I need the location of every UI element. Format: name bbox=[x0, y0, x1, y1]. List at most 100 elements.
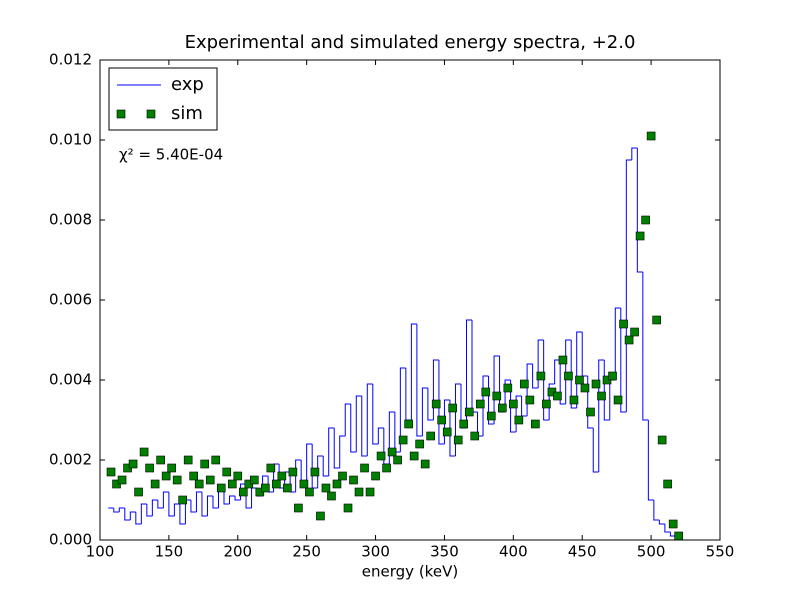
x-tick-label: 350 bbox=[430, 543, 459, 561]
step-segment bbox=[504, 379, 511, 412]
marker bbox=[663, 479, 672, 489]
marker bbox=[531, 419, 540, 429]
step-segment bbox=[647, 420, 654, 501]
step-segment bbox=[190, 500, 197, 513]
y-tick-label: 0.008 bbox=[49, 211, 92, 229]
step-segment bbox=[653, 500, 660, 521]
step-segment bbox=[565, 339, 572, 404]
marker bbox=[503, 383, 513, 393]
marker bbox=[575, 375, 584, 385]
marker bbox=[657, 435, 667, 445]
marker bbox=[305, 487, 314, 497]
marker bbox=[189, 471, 198, 481]
x-tick-label: 450 bbox=[568, 543, 597, 561]
step-segment bbox=[168, 492, 175, 517]
x-tick-label: 400 bbox=[499, 543, 528, 561]
marker bbox=[371, 471, 380, 481]
marker bbox=[316, 511, 325, 521]
step-segment bbox=[344, 403, 351, 436]
marker bbox=[431, 399, 441, 409]
step-segment bbox=[366, 383, 373, 456]
step-segment bbox=[295, 459, 302, 492]
data-layer bbox=[106, 131, 683, 540]
step-segment bbox=[598, 359, 605, 472]
step-segment bbox=[427, 388, 434, 421]
x-tick-label: 250 bbox=[292, 543, 321, 561]
y-tick-label: 0.010 bbox=[49, 131, 92, 149]
step-segment bbox=[206, 495, 213, 516]
marker bbox=[161, 471, 171, 481]
marker bbox=[486, 411, 496, 421]
step-segment bbox=[532, 364, 539, 389]
marker bbox=[635, 231, 645, 241]
step-segment bbox=[361, 396, 368, 457]
marker bbox=[393, 455, 402, 465]
step-segment bbox=[554, 359, 561, 384]
x-tick-label: 550 bbox=[706, 543, 735, 561]
marker bbox=[453, 435, 463, 445]
marker bbox=[167, 463, 176, 473]
marker bbox=[145, 463, 154, 473]
step-segment bbox=[465, 319, 472, 428]
step-segment bbox=[642, 272, 649, 421]
marker bbox=[564, 371, 573, 381]
step-segment bbox=[135, 512, 142, 525]
step-segment bbox=[201, 492, 208, 517]
marker bbox=[139, 447, 149, 457]
marker bbox=[646, 131, 656, 141]
marker bbox=[194, 479, 204, 489]
marker bbox=[668, 519, 678, 529]
marker bbox=[619, 319, 628, 329]
marker bbox=[128, 459, 138, 469]
marker bbox=[310, 467, 320, 477]
marker bbox=[106, 467, 116, 477]
step-segment bbox=[631, 147, 638, 160]
marker bbox=[525, 395, 535, 405]
marker bbox=[150, 479, 160, 489]
marker bbox=[558, 355, 568, 365]
step-segment bbox=[410, 323, 417, 420]
x-axis-label: energy (keV) bbox=[362, 563, 458, 581]
step-segment bbox=[570, 340, 577, 409]
step-segment bbox=[658, 520, 665, 525]
marker bbox=[470, 431, 480, 441]
step-segment bbox=[151, 499, 158, 516]
step-segment bbox=[339, 435, 346, 468]
marker bbox=[321, 483, 331, 493]
marker bbox=[272, 479, 281, 489]
marker bbox=[442, 427, 452, 437]
marker bbox=[591, 379, 601, 389]
marker bbox=[404, 419, 413, 429]
marker bbox=[277, 471, 287, 481]
step-segment bbox=[438, 360, 445, 445]
x-tick-label: 150 bbox=[155, 543, 184, 561]
marker bbox=[674, 531, 683, 540]
marker bbox=[387, 447, 397, 457]
step-segment bbox=[587, 376, 594, 429]
marker bbox=[156, 455, 165, 465]
marker bbox=[492, 391, 502, 401]
step-segment bbox=[162, 491, 169, 508]
x-tick-label: 100 bbox=[86, 543, 115, 561]
marker bbox=[200, 459, 210, 469]
marker bbox=[332, 479, 342, 489]
marker bbox=[376, 451, 386, 461]
marker bbox=[553, 391, 562, 401]
step-segment bbox=[454, 383, 461, 456]
marker bbox=[536, 371, 546, 381]
y-tick-label: 0.012 bbox=[49, 51, 92, 69]
step-segment bbox=[559, 360, 566, 405]
step-segment bbox=[179, 504, 186, 525]
marker bbox=[261, 483, 270, 493]
marker bbox=[420, 459, 430, 469]
marker bbox=[437, 415, 446, 425]
marker bbox=[514, 415, 524, 425]
step-segment bbox=[195, 491, 202, 512]
annotation: χ² = 5.40E-04 bbox=[119, 146, 223, 164]
marker bbox=[398, 435, 408, 445]
marker bbox=[597, 391, 606, 401]
marker bbox=[459, 419, 469, 429]
marker bbox=[233, 471, 243, 481]
chart-title: Experimental and simulated energy spectr… bbox=[185, 32, 636, 53]
marker bbox=[338, 471, 347, 481]
